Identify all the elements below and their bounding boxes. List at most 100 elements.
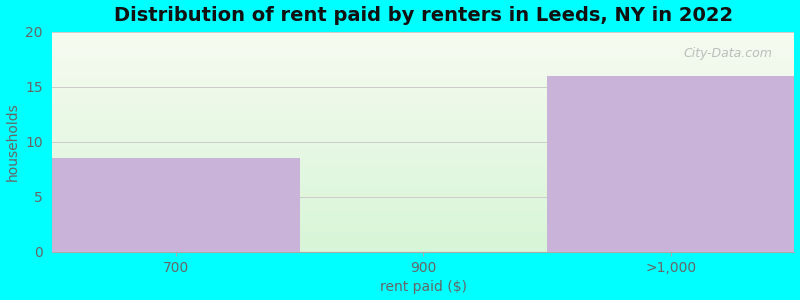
- Bar: [53, 166, 794, 168]
- Bar: [53, 241, 794, 243]
- Bar: [53, 188, 794, 190]
- Bar: [53, 56, 794, 58]
- Bar: [53, 201, 794, 203]
- Bar: [53, 206, 794, 208]
- Bar: [53, 65, 794, 67]
- Bar: [53, 245, 794, 247]
- Bar: [53, 158, 300, 252]
- Bar: [53, 172, 794, 175]
- Bar: [53, 228, 794, 230]
- Bar: [53, 214, 794, 217]
- Bar: [53, 197, 794, 199]
- Bar: [53, 124, 794, 126]
- Bar: [53, 131, 794, 133]
- Bar: [53, 151, 794, 153]
- Bar: [53, 122, 794, 124]
- Bar: [53, 137, 794, 140]
- Bar: [53, 190, 794, 192]
- Bar: [53, 80, 794, 82]
- Bar: [53, 148, 794, 151]
- Bar: [53, 159, 794, 162]
- Bar: [53, 230, 794, 232]
- Bar: [53, 67, 794, 69]
- Bar: [53, 58, 794, 60]
- Bar: [53, 126, 794, 129]
- Bar: [53, 175, 794, 177]
- Bar: [53, 102, 794, 104]
- Bar: [53, 95, 794, 98]
- Bar: [53, 208, 794, 210]
- Bar: [53, 217, 794, 219]
- Bar: [53, 140, 794, 142]
- Bar: [53, 111, 794, 113]
- Bar: [53, 89, 794, 91]
- Bar: [53, 60, 794, 62]
- Bar: [53, 87, 794, 89]
- Bar: [53, 34, 794, 36]
- Bar: [53, 85, 794, 87]
- X-axis label: rent paid ($): rent paid ($): [380, 280, 467, 294]
- Bar: [53, 236, 794, 238]
- Bar: [53, 250, 794, 252]
- Bar: [53, 115, 794, 118]
- Bar: [53, 170, 794, 172]
- Bar: [53, 221, 794, 223]
- Text: City-Data.com: City-Data.com: [683, 47, 772, 60]
- Bar: [53, 113, 794, 115]
- Bar: [53, 106, 794, 109]
- Bar: [53, 164, 794, 166]
- Bar: [53, 78, 794, 80]
- Bar: [53, 144, 794, 146]
- Bar: [53, 49, 794, 52]
- Bar: [53, 76, 794, 78]
- Bar: [53, 69, 794, 71]
- Bar: [53, 82, 794, 85]
- Bar: [53, 179, 794, 182]
- Bar: [53, 36, 794, 38]
- Bar: [53, 146, 794, 148]
- Bar: [53, 199, 794, 201]
- Bar: [53, 133, 794, 135]
- Bar: [53, 91, 794, 93]
- Bar: [53, 38, 794, 40]
- Bar: [53, 234, 794, 236]
- Bar: [53, 120, 794, 122]
- Bar: [53, 182, 794, 184]
- Bar: [53, 54, 794, 56]
- Bar: [53, 195, 794, 197]
- Bar: [53, 157, 794, 159]
- Bar: [53, 223, 794, 225]
- Bar: [53, 62, 794, 65]
- Bar: [53, 52, 794, 54]
- Bar: [53, 129, 794, 131]
- Bar: [53, 135, 794, 137]
- Bar: [53, 98, 794, 100]
- Bar: [53, 162, 794, 164]
- Bar: [53, 118, 794, 120]
- Bar: [53, 243, 794, 245]
- Bar: [53, 40, 794, 43]
- Bar: [53, 168, 794, 170]
- Bar: [53, 109, 794, 111]
- Bar: [53, 43, 794, 45]
- Bar: [53, 184, 794, 186]
- Bar: [53, 104, 794, 106]
- Bar: [53, 47, 794, 49]
- Bar: [53, 212, 794, 214]
- Title: Distribution of rent paid by renters in Leeds, NY in 2022: Distribution of rent paid by renters in …: [114, 6, 733, 25]
- Bar: [53, 142, 794, 144]
- Bar: [53, 153, 794, 155]
- Bar: [53, 74, 794, 76]
- Bar: [53, 219, 794, 221]
- Y-axis label: households: households: [6, 102, 19, 181]
- Bar: [53, 225, 794, 228]
- Bar: [53, 155, 794, 157]
- Bar: [53, 238, 794, 241]
- Bar: [53, 71, 794, 74]
- Bar: [53, 232, 794, 234]
- Bar: [53, 186, 794, 188]
- Bar: [53, 45, 794, 47]
- Bar: [53, 210, 794, 212]
- Bar: [53, 192, 794, 195]
- Bar: [53, 248, 794, 250]
